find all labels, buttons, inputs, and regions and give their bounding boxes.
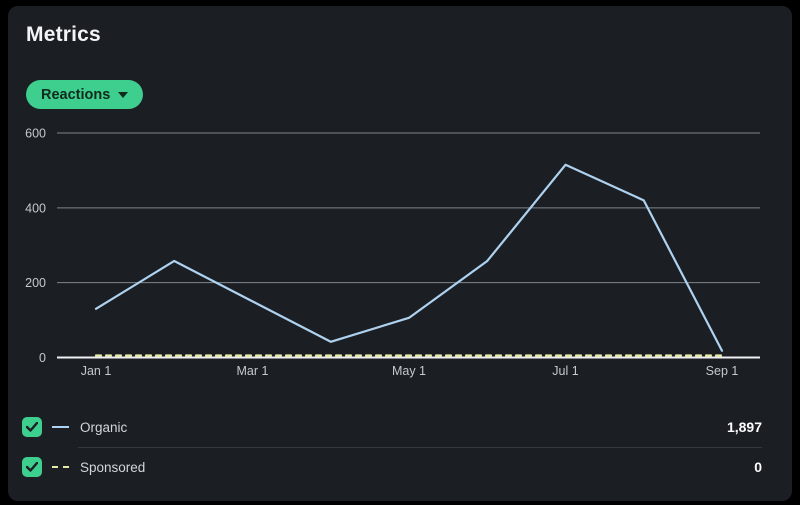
line-chart: 0 200 400 600 Jan 1 Mar 1 May 1 Jul 1 Sep 1	[8, 6, 792, 406]
svg-text:Sep 1: Sep 1	[706, 364, 739, 378]
svg-text:0: 0	[39, 351, 46, 365]
metrics-panel: Metrics Reactions 0 200 400 600 Jan 1 Mar 1 Ma…	[8, 6, 792, 501]
svg-text:Jan 1: Jan 1	[81, 364, 112, 378]
svg-text:200: 200	[25, 276, 46, 290]
metric-dropdown-label: Reactions	[41, 86, 111, 103]
svg-text:Mar 1: Mar 1	[237, 364, 269, 378]
legend-value-organic: 1,897	[726, 419, 762, 435]
legend-row-sponsored: Sponsored 0	[22, 448, 762, 486]
svg-text:May 1: May 1	[392, 364, 426, 378]
sponsored-line-swatch	[52, 466, 69, 468]
sponsored-checkbox[interactable]	[22, 457, 42, 477]
check-icon	[26, 422, 38, 432]
legend-row-organic: Organic 1,897	[22, 408, 762, 446]
svg-text:400: 400	[25, 201, 46, 215]
svg-text:600: 600	[25, 127, 46, 141]
organic-line-swatch	[52, 426, 69, 428]
chevron-down-icon	[118, 91, 129, 98]
legend-divider	[78, 447, 762, 448]
svg-text:Jul 1: Jul 1	[552, 364, 578, 378]
page-title: Metrics	[26, 23, 101, 46]
organic-checkbox[interactable]	[22, 417, 42, 437]
check-icon	[26, 462, 38, 472]
legend-value-sponsored: 0	[754, 459, 762, 475]
line-chart-canvas: 0 200 400 600 Jan 1 Mar 1 May 1 Jul 1 Sep 1	[25, 127, 760, 378]
legend-label-organic: Organic	[80, 419, 128, 435]
legend-label-sponsored: Sponsored	[80, 459, 146, 475]
metric-dropdown[interactable]: Reactions	[26, 80, 144, 109]
